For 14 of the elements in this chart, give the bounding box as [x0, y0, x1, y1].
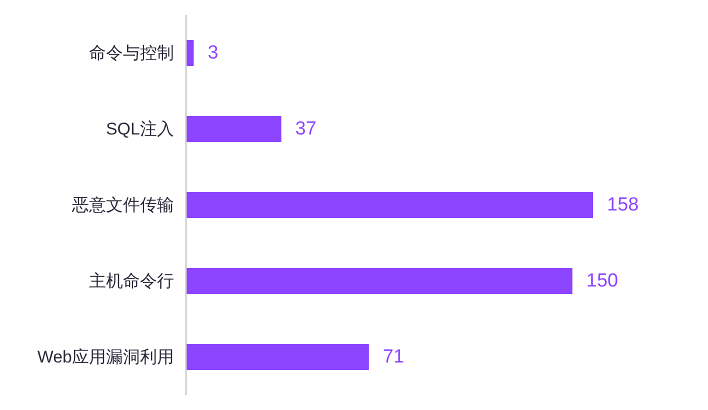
data-label: 37	[295, 118, 316, 140]
bar	[186, 192, 593, 218]
y-tick-label: SQL注入	[106, 120, 174, 138]
y-tick-label: 主机命令行	[89, 272, 174, 290]
y-tick-label: 恶意文件传输	[71, 196, 174, 214]
bar	[186, 116, 282, 142]
data-label: 150	[586, 270, 618, 292]
y-tick-label: Web应用漏洞利用	[37, 348, 174, 366]
data-label: 3	[208, 42, 218, 64]
bar	[186, 268, 572, 294]
bar	[186, 344, 369, 370]
data-label: 71	[382, 346, 404, 368]
y-tick-label: 命令与控制	[89, 44, 174, 62]
data-label: 158	[607, 194, 639, 216]
